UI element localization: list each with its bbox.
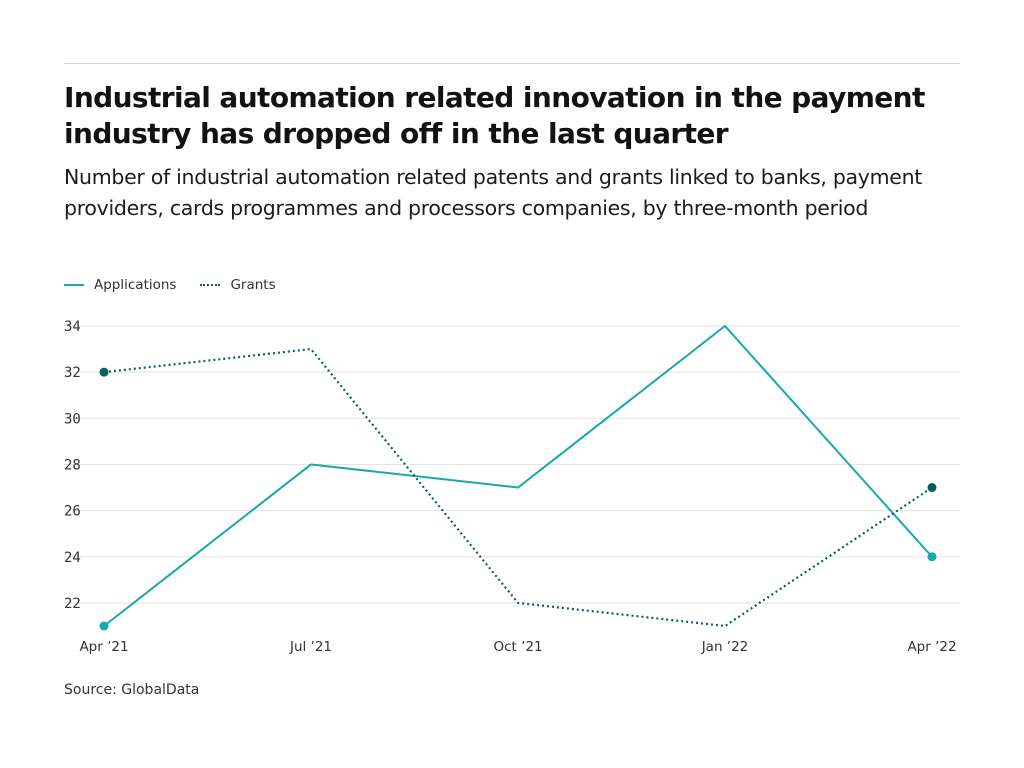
- legend-swatch-applications: [64, 284, 84, 286]
- legend-swatch-grants: [200, 284, 221, 286]
- chart-title: Industrial automation related innovation…: [64, 81, 925, 150]
- source-note: Source: GlobalData: [64, 682, 200, 698]
- top-divider: [64, 63, 960, 64]
- x-tick-label-4: Apr ’22: [907, 639, 956, 655]
- marker-grants-0: [99, 367, 109, 377]
- legend-label-applications: Applications: [94, 277, 177, 293]
- series-lines: [103, 325, 933, 628]
- x-tick-label-0: Apr ’21: [79, 639, 128, 655]
- marker-grants-4: [927, 483, 937, 493]
- x-tick-label-3: Jan ’22: [701, 639, 749, 655]
- y-tick-label-22: 22: [64, 596, 81, 612]
- chart-subtitle: Number of industrial automation related …: [64, 165, 923, 220]
- marker-applications-0: [99, 621, 109, 631]
- y-tick-label-28: 28: [64, 457, 81, 473]
- marker-applications-4: [927, 552, 937, 562]
- x-axis-ticks: Apr ’21 Jul ’21 Oct ’21 Jan ’22 Apr ’22: [79, 639, 956, 655]
- legend-label-grants: Grants: [230, 277, 276, 293]
- y-tick-label-32: 32: [64, 365, 81, 381]
- y-tick-label-24: 24: [64, 550, 81, 566]
- y-tick-label-34: 34: [64, 319, 81, 335]
- y-tick-label-26: 26: [64, 504, 81, 520]
- legend-item-applications[interactable]: Applications: [64, 277, 176, 293]
- x-tick-label-1: Jul ’21: [289, 639, 332, 655]
- series-markers: [99, 367, 937, 631]
- y-axis-ticks: 22 24 26 28 30 32 34: [64, 319, 81, 612]
- gridlines: [64, 325, 960, 604]
- y-tick-label-30: 30: [64, 411, 81, 427]
- chart-legend: Applications Grants: [64, 275, 300, 295]
- x-tick-label-2: Oct ’21: [493, 639, 542, 655]
- series-line-grants: [103, 347, 933, 628]
- legend-item-grants[interactable]: Grants: [200, 277, 276, 293]
- series-line-applications: [103, 325, 933, 627]
